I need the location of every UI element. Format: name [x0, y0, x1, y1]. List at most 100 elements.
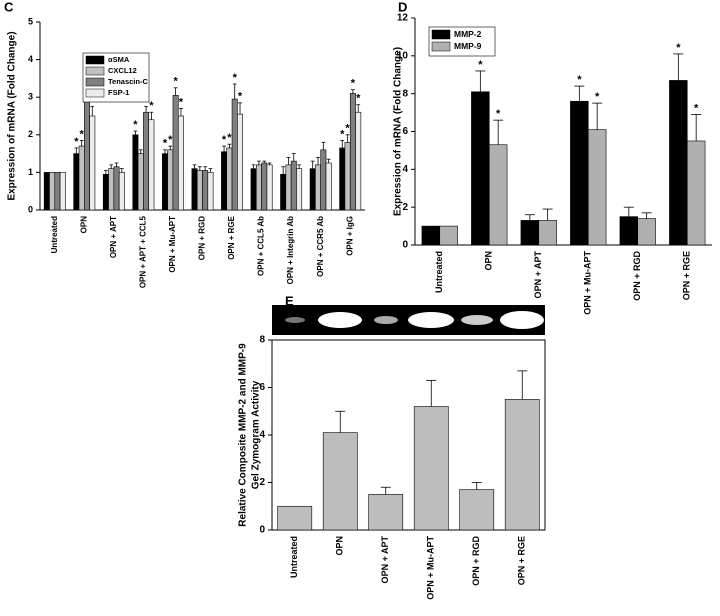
bar: [686, 140, 706, 246]
significance-marker: *: [577, 74, 582, 86]
y-axis-label: Relative Composite MMP-2 and MMP-9: [238, 343, 249, 527]
y-tick-label: 5: [28, 16, 33, 26]
legend-swatch: [85, 66, 105, 76]
significance-marker: *: [340, 128, 345, 140]
bar: [43, 172, 50, 211]
y-tick-label: 4: [259, 430, 265, 441]
bar: [637, 218, 656, 246]
significance-marker: *: [168, 134, 173, 146]
y-tick-label: 2: [259, 477, 265, 488]
bar: [325, 162, 332, 211]
y-axis-label: Expression of mRNA (Fold Change): [7, 31, 18, 200]
bar: [49, 172, 56, 211]
bar: [459, 489, 495, 531]
bar: [261, 162, 268, 211]
bar: [226, 147, 233, 211]
bar: [202, 170, 209, 211]
significance-marker: *: [173, 76, 178, 88]
bar: [132, 134, 139, 211]
bar: [421, 225, 441, 246]
significance-marker: *: [222, 134, 227, 146]
bar: [167, 149, 174, 211]
significance-marker: *: [74, 136, 79, 148]
legend-swatch: [85, 88, 105, 98]
legend-label: MMP-9: [454, 41, 482, 51]
bar: [73, 153, 80, 211]
gel-band: [318, 312, 362, 328]
y-axis-label: Gel Zymogram Activity: [251, 380, 262, 489]
gel-band: [461, 315, 493, 325]
x-tick-label: OPN + RGD: [471, 536, 481, 586]
bar: [368, 494, 404, 531]
gel-band: [374, 316, 398, 324]
bar: [143, 111, 150, 211]
x-tick-label: Untreated: [50, 216, 59, 253]
y-tick-label: 0: [402, 240, 408, 251]
significance-marker: *: [676, 42, 681, 54]
y-tick-label: 4: [402, 164, 408, 175]
bar: [191, 168, 198, 211]
bar: [296, 168, 303, 211]
legend-label: MMP-2: [454, 29, 482, 39]
x-tick-label: Untreated: [289, 536, 299, 578]
bar: [162, 153, 168, 211]
x-tick-label: OPN + Integrin Ab: [286, 216, 295, 284]
y-tick-label: 4: [28, 54, 33, 64]
legend-swatch: [85, 55, 105, 65]
bar: [587, 129, 607, 246]
bar: [669, 80, 688, 246]
y-tick-label: 2: [402, 202, 408, 213]
bar: [207, 172, 214, 211]
bar: [413, 406, 449, 531]
bar: [177, 115, 184, 211]
y-tick-label: 0: [259, 525, 265, 536]
bar: [320, 149, 327, 211]
y-tick-label: 8: [402, 88, 408, 99]
panel-label: C: [4, 0, 14, 14]
panel-label: D: [398, 0, 407, 14]
x-tick-label: OPN + IgG: [345, 216, 354, 256]
bar: [172, 95, 179, 211]
bar: [54, 172, 61, 211]
y-tick-label: 6: [402, 126, 408, 137]
x-tick-label: OPN + RGE: [517, 536, 527, 585]
bar: [89, 115, 96, 211]
x-tick-label: OPN + RGD: [198, 216, 207, 260]
significance-marker: *: [595, 91, 600, 103]
x-tick-label: OPN + RGE: [682, 251, 692, 300]
significance-marker: *: [179, 96, 184, 108]
significance-marker: *: [227, 132, 232, 144]
x-tick-label: OPN + APT + CCL5: [139, 215, 148, 288]
bar: [344, 142, 351, 211]
bar: [322, 432, 358, 531]
bar: [255, 164, 262, 211]
legend-swatch: [431, 41, 451, 52]
bar: [471, 91, 490, 246]
y-tick-label: 8: [259, 335, 265, 346]
bar: [250, 168, 257, 211]
bar: [280, 173, 287, 211]
significance-marker: *: [233, 72, 238, 84]
bar: [118, 172, 125, 211]
significance-marker: *: [80, 128, 85, 140]
bar: [315, 164, 321, 211]
bar: [137, 153, 144, 211]
bar: [355, 111, 362, 211]
significance-marker: *: [149, 100, 154, 112]
y-axis-label: Expression of mRNA (Fold Change): [393, 47, 404, 216]
x-tick-label: OPN: [335, 536, 345, 556]
legend-label: Tenascin-C: [108, 77, 148, 86]
x-tick-label: OPN + APT: [109, 216, 118, 258]
x-tick-label: Untreated: [434, 251, 444, 293]
significance-marker: *: [238, 91, 243, 103]
bar: [504, 399, 540, 531]
x-tick-label: OPN + RGD: [632, 251, 642, 301]
x-tick-label: OPN: [484, 251, 494, 271]
significance-marker: *: [356, 93, 361, 105]
x-tick-label: OPN + CCR5 Ab: [316, 216, 325, 277]
legend-swatch: [85, 77, 105, 87]
bar: [520, 220, 540, 246]
bar: [290, 160, 297, 211]
y-tick-label: 2: [28, 129, 33, 139]
